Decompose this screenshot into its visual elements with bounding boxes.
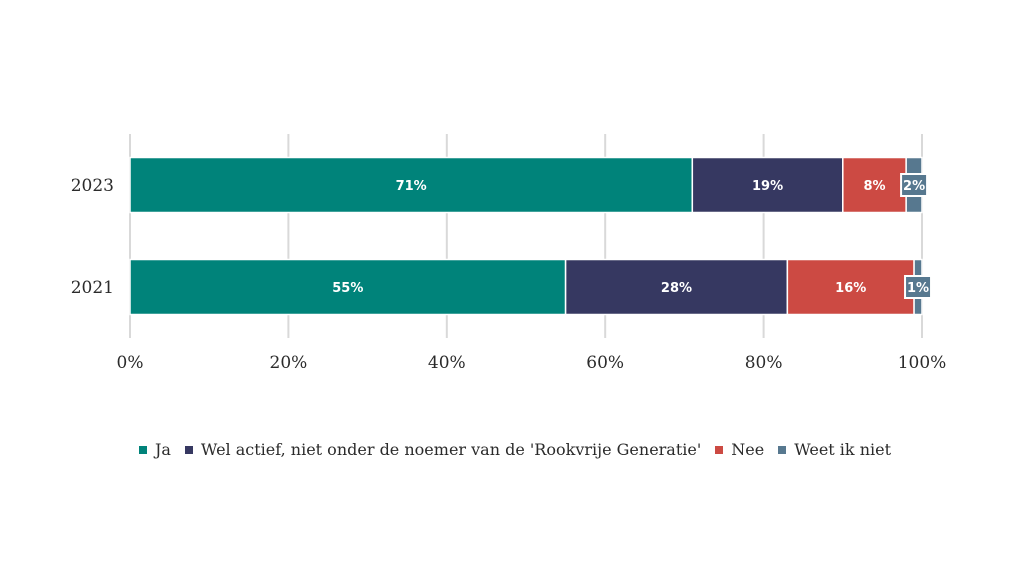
data-label: 2% bbox=[903, 179, 925, 194]
data-label-box bbox=[900, 173, 929, 197]
data-label: 1% bbox=[907, 281, 929, 296]
data-label-box bbox=[904, 275, 933, 299]
bar-segment bbox=[129, 258, 567, 316]
legend-swatch bbox=[778, 445, 787, 454]
bar-segment bbox=[786, 258, 915, 316]
data-label: 55% bbox=[332, 281, 363, 296]
data-label: 16% bbox=[835, 281, 866, 296]
legend-item: Wel actief, niet onder de noemer van de … bbox=[184, 440, 702, 459]
legend-item: Weet ik niet bbox=[778, 440, 891, 459]
legend-swatch bbox=[184, 445, 193, 454]
x-tick-label: 60% bbox=[586, 353, 624, 373]
legend-item: Nee bbox=[715, 440, 764, 459]
legend-label: Weet ik niet bbox=[794, 440, 892, 459]
bar-segment bbox=[564, 258, 789, 316]
category-label: 2021 bbox=[71, 278, 114, 298]
legend-label: Nee bbox=[731, 440, 765, 459]
x-tick-label: 40% bbox=[428, 353, 466, 373]
data-label: 71% bbox=[396, 179, 427, 194]
legend-swatch bbox=[715, 445, 724, 454]
x-tick-label: 0% bbox=[117, 353, 144, 373]
category-label: 2023 bbox=[71, 176, 114, 196]
data-label: 28% bbox=[661, 281, 692, 296]
x-tick-label: 20% bbox=[270, 353, 308, 373]
legend-label: Wel actief, niet onder de noemer van de … bbox=[200, 440, 702, 459]
data-label: 8% bbox=[863, 179, 885, 194]
x-tick-label: 100% bbox=[898, 353, 947, 373]
bar-segment bbox=[129, 156, 694, 214]
legend-label: Ja bbox=[154, 440, 171, 459]
legend-swatch bbox=[138, 445, 147, 454]
chart-legend: Ja Wel actief, niet onder de noemer van d… bbox=[0, 440, 1030, 459]
data-label: 19% bbox=[752, 179, 783, 194]
legend-item: Ja bbox=[138, 440, 171, 459]
x-tick-label: 80% bbox=[745, 353, 783, 373]
